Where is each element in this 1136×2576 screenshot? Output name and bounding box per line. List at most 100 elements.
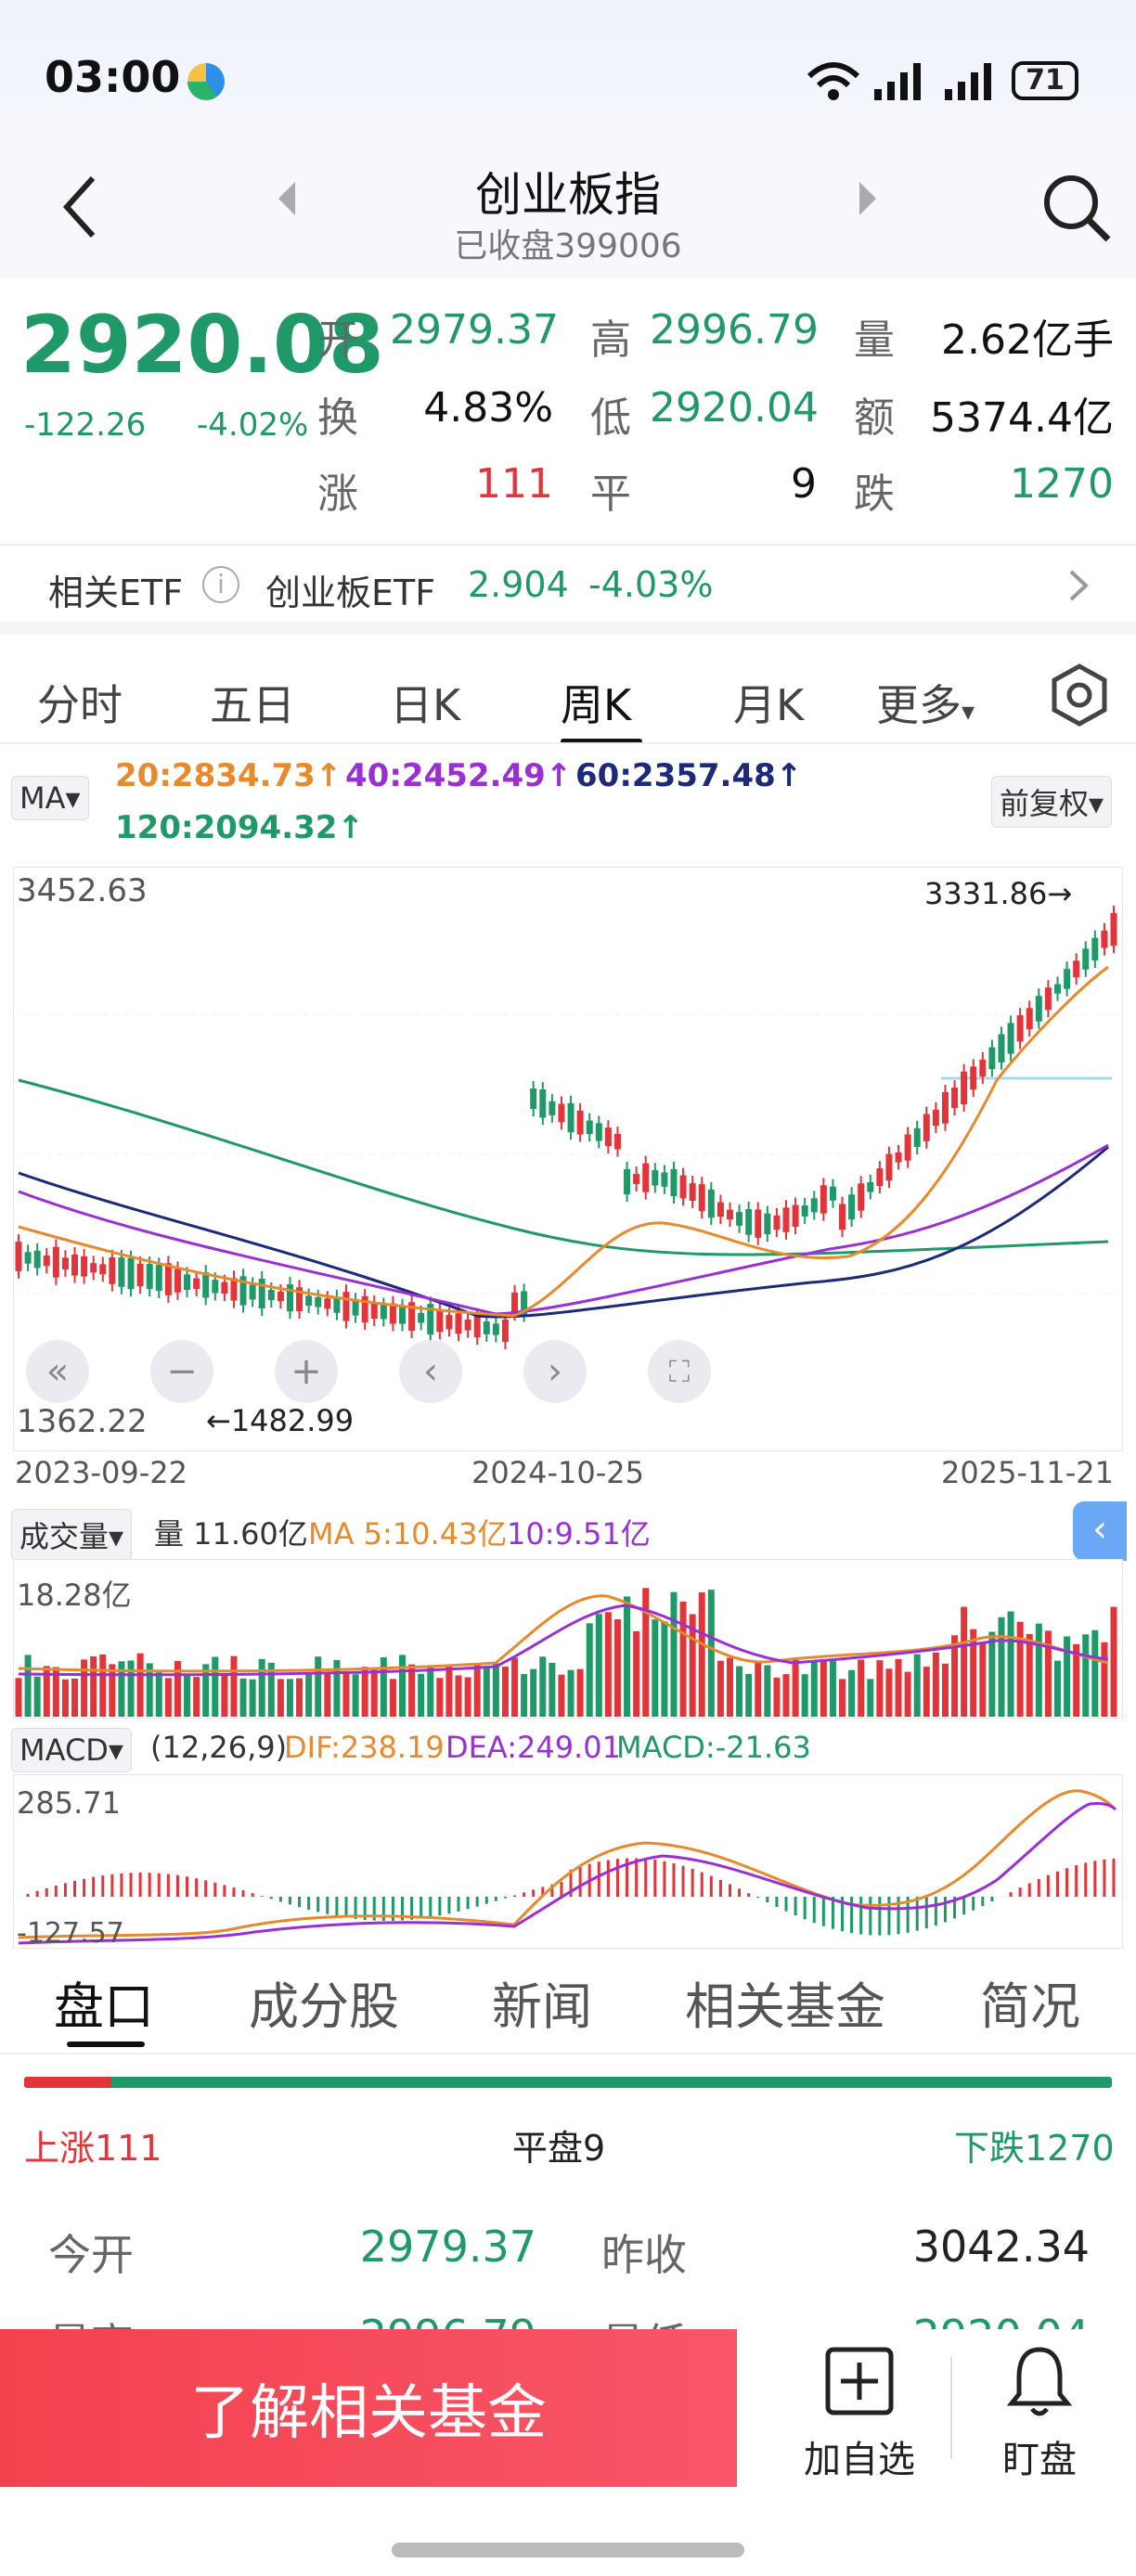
fullscreen-button[interactable]: ⛶ — [648, 1340, 711, 1403]
volume-bar — [521, 1674, 528, 1717]
ma120-line — [18, 1078, 1109, 1256]
volume-bar — [473, 1664, 481, 1717]
scroll-right-button[interactable]: › — [523, 1340, 587, 1403]
macd-bar — [738, 1888, 742, 1897]
macd-bar — [915, 1897, 919, 1931]
tab-constituents[interactable]: 成分股 — [249, 1977, 399, 2036]
adjust-selector[interactable]: 前复权▾ — [991, 776, 1113, 828]
macd-bar — [129, 1873, 133, 1897]
candle-body — [961, 1071, 968, 1105]
candle-body — [885, 1153, 893, 1181]
collapse-panel-button[interactable]: ‹ — [1073, 1501, 1127, 1561]
macd-bar — [223, 1885, 226, 1897]
candle-body — [539, 1088, 547, 1118]
macd-ymax: 285.71 — [17, 1785, 121, 1821]
volume-bar — [408, 1664, 416, 1717]
macd-bar — [728, 1884, 731, 1897]
tab-news[interactable]: 新闻 — [492, 1977, 592, 2036]
search-icon[interactable] — [1041, 173, 1112, 243]
candle-body — [511, 1292, 519, 1314]
scroll-left-button[interactable]: ‹ — [399, 1340, 462, 1403]
back-icon[interactable] — [59, 174, 100, 239]
zoom-in-button[interactable]: + — [275, 1340, 338, 1403]
watch-button[interactable]: 盯盘 — [975, 2344, 1104, 2483]
volume-bar — [370, 1669, 378, 1717]
volume-bar — [792, 1657, 799, 1717]
zoom-out-button[interactable]: − — [150, 1340, 213, 1403]
macd-bar — [841, 1897, 845, 1932]
volume-bar — [932, 1652, 939, 1717]
tab-five-day[interactable]: 五日 — [210, 680, 295, 730]
macd-chart — [13, 1774, 1123, 1949]
volume-bar — [951, 1635, 959, 1717]
macd-bar — [110, 1874, 114, 1897]
learn-funds-button[interactable]: 了解相关基金 — [0, 2329, 737, 2487]
volume-bar — [118, 1661, 125, 1717]
macd-bar — [447, 1897, 451, 1914]
candle-body — [970, 1066, 977, 1090]
settings-icon[interactable] — [1047, 663, 1112, 728]
macd-bar — [924, 1897, 928, 1929]
battery-icon: 71 — [1012, 61, 1078, 100]
macd-bar — [691, 1868, 694, 1897]
macd-bar — [615, 1859, 619, 1897]
tab-more[interactable]: 更多▾ — [876, 672, 975, 733]
volume-bar — [810, 1660, 818, 1717]
macd-bar — [63, 1883, 67, 1897]
tab-profile[interactable]: 简况 — [980, 1977, 1080, 2036]
zoom-out-fast-button[interactable]: « — [26, 1340, 89, 1403]
prev-close-value: 3042.34 — [912, 2222, 1090, 2272]
volume-bar — [829, 1658, 836, 1717]
etf-row[interactable]: 相关ETF i 创业板ETF 2.904 -4.03% — [0, 546, 1136, 622]
next-index-icon[interactable] — [856, 180, 880, 217]
volume-bar — [716, 1660, 724, 1717]
volume-bar — [885, 1668, 893, 1717]
macd-bar — [766, 1897, 769, 1903]
macd-bar — [962, 1897, 966, 1915]
tab-minute[interactable]: 分时 — [37, 680, 123, 730]
prev-index-icon[interactable] — [275, 180, 299, 217]
volume-bar — [745, 1673, 753, 1717]
tab-weekly[interactable]: 周K — [561, 680, 632, 730]
add-watchlist-button[interactable]: 加自选 — [794, 2344, 924, 2483]
volume-bar — [988, 1631, 996, 1717]
candle-body — [913, 1127, 921, 1147]
kline-candles — [15, 905, 1117, 1349]
volume-selector[interactable]: 成交量▾ — [11, 1509, 133, 1561]
macd-bar — [569, 1869, 573, 1897]
candle-body — [258, 1279, 265, 1308]
volume-bar — [539, 1656, 547, 1717]
volume-bar — [773, 1677, 781, 1717]
candle-body — [642, 1163, 650, 1192]
candle-body — [567, 1102, 574, 1133]
volume-bar — [726, 1657, 733, 1717]
volume-bar — [652, 1619, 659, 1717]
macd-selector[interactable]: MACD▾ — [11, 1728, 132, 1772]
adjust-selector-label: 前复权 — [1000, 786, 1090, 821]
macd-bar — [232, 1887, 236, 1897]
up-count: 111 — [475, 460, 553, 508]
macd-bar — [195, 1878, 199, 1897]
tab-related-funds[interactable]: 相关基金 — [685, 1977, 885, 2036]
macd-bar — [1075, 1865, 1078, 1897]
candle-body — [90, 1263, 97, 1273]
open-value: 2979.37 — [390, 306, 559, 354]
tab-monthly[interactable]: 月K — [733, 680, 805, 730]
volume-bar — [1073, 1643, 1080, 1717]
volume-selector-label: 成交量 — [19, 1519, 110, 1554]
candle-body — [904, 1134, 911, 1161]
candle-body — [848, 1194, 856, 1220]
macd-params: (12,26,9) — [150, 1730, 288, 1765]
candle-body — [661, 1172, 668, 1187]
tab-daily[interactable]: 日K — [390, 680, 461, 730]
ma-selector[interactable]: MA▾ — [11, 776, 89, 820]
info-icon[interactable]: i — [202, 566, 239, 603]
signal-icon-2 — [945, 63, 991, 100]
candle-body — [1073, 960, 1080, 978]
bottom-dock: 加自选 盯盘 — [737, 2329, 1136, 2487]
candle-body — [698, 1184, 705, 1212]
volume-bar — [679, 1601, 687, 1717]
status-time: 03:00 — [45, 52, 181, 102]
tab-order-book[interactable]: 盘口 — [54, 1977, 154, 2036]
macd-bar — [887, 1897, 891, 1936]
